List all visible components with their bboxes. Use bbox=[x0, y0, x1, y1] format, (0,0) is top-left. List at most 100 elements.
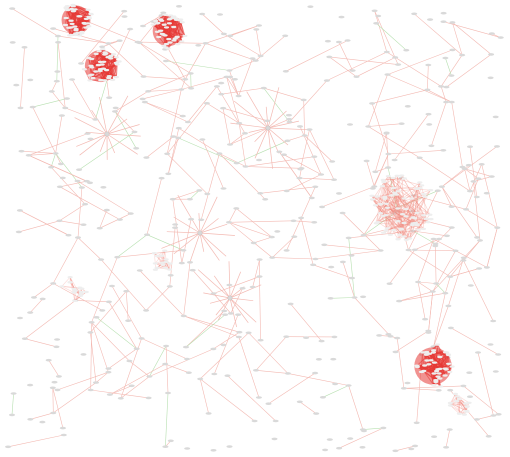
cluster-node-c4-53[interactable] bbox=[383, 202, 389, 205]
cluster-node-c3-35[interactable] bbox=[108, 57, 114, 60]
graph-node-170[interactable] bbox=[199, 138, 206, 141]
cluster-node-c7-10[interactable] bbox=[447, 401, 453, 405]
graph-node-423[interactable] bbox=[448, 74, 455, 77]
graph-node-91[interactable] bbox=[87, 388, 94, 392]
graph-node-65[interactable] bbox=[440, 149, 447, 152]
hub-node-h4[interactable] bbox=[227, 295, 233, 301]
cluster-node-c4-27[interactable] bbox=[391, 186, 397, 190]
graph-node-218[interactable] bbox=[494, 145, 500, 148]
graph-node-84[interactable] bbox=[253, 369, 259, 372]
graph-node-138[interactable] bbox=[227, 312, 234, 315]
graph-node-105[interactable] bbox=[465, 163, 472, 167]
graph-node-126[interactable] bbox=[53, 345, 60, 349]
graph-node-256[interactable] bbox=[459, 53, 466, 57]
graph-node-332[interactable] bbox=[87, 137, 94, 141]
graph-node-391[interactable] bbox=[300, 98, 307, 102]
cluster-node-c2-8[interactable] bbox=[162, 13, 168, 16]
graph-node-196[interactable] bbox=[306, 128, 313, 131]
graph-node-141[interactable] bbox=[467, 284, 474, 287]
cluster-node-c4-64[interactable] bbox=[385, 175, 391, 178]
cluster-node-c1-27[interactable] bbox=[77, 34, 83, 37]
graph-node-342[interactable] bbox=[312, 257, 319, 261]
graph-node-407[interactable] bbox=[185, 371, 192, 375]
graph-node-143[interactable] bbox=[440, 11, 447, 15]
graph-node-359[interactable] bbox=[339, 260, 346, 264]
graph-node-229[interactable] bbox=[283, 189, 290, 193]
hub-node-h3[interactable] bbox=[265, 125, 271, 131]
graph-node-241[interactable] bbox=[55, 375, 62, 378]
cluster-node-c4-24[interactable] bbox=[421, 214, 427, 217]
graph-node-408[interactable] bbox=[425, 63, 432, 67]
graph-node-4[interactable] bbox=[331, 178, 337, 181]
graph-node-16[interactable] bbox=[162, 59, 169, 63]
cluster-node-c5-27[interactable] bbox=[433, 380, 439, 384]
graph-node-150[interactable] bbox=[74, 179, 81, 183]
graph-node-300[interactable] bbox=[106, 393, 113, 396]
graph-node-266[interactable] bbox=[249, 57, 256, 60]
cluster-node-c4-45[interactable] bbox=[415, 187, 421, 190]
graph-node-368[interactable] bbox=[213, 85, 220, 88]
cluster-node-c4-18[interactable] bbox=[416, 228, 422, 231]
graph-node-7[interactable] bbox=[143, 309, 150, 312]
cluster-node-c4-56[interactable] bbox=[380, 178, 386, 182]
graph-node-96[interactable] bbox=[133, 147, 140, 150]
graph-node-409[interactable] bbox=[59, 426, 66, 430]
graph-node-205[interactable] bbox=[84, 132, 91, 135]
cluster-node-c4-23[interactable] bbox=[374, 195, 380, 198]
graph-node-226[interactable] bbox=[298, 216, 305, 220]
graph-node-5[interactable] bbox=[216, 152, 223, 155]
cluster-node-c3-21[interactable] bbox=[100, 47, 106, 51]
graph-node-367[interactable] bbox=[220, 187, 227, 190]
cluster-node-c4-54[interactable] bbox=[412, 217, 418, 220]
graph-node-129[interactable] bbox=[349, 69, 356, 72]
cluster-node-c8-7[interactable] bbox=[163, 258, 169, 261]
graph-node-34[interactable] bbox=[184, 447, 191, 450]
graph-node-330[interactable] bbox=[265, 402, 272, 406]
cluster-node-c6-9[interactable] bbox=[83, 290, 89, 294]
cluster-node-c4-31[interactable] bbox=[380, 231, 387, 234]
graph-node-116[interactable] bbox=[59, 176, 66, 180]
graph-node-210[interactable] bbox=[428, 144, 435, 148]
graph-node-160[interactable] bbox=[226, 283, 233, 287]
cluster-node-c4-9[interactable] bbox=[395, 190, 401, 193]
graph-node-341[interactable] bbox=[50, 27, 57, 30]
cluster-node-c4-46[interactable] bbox=[401, 235, 407, 238]
graph-node-163[interactable] bbox=[349, 276, 355, 280]
graph-node-110[interactable] bbox=[478, 163, 485, 166]
graph-node-239[interactable] bbox=[494, 226, 501, 229]
cluster-node-c6-10[interactable] bbox=[78, 294, 84, 297]
graph-node-102[interactable] bbox=[449, 48, 456, 52]
graph-node-175[interactable] bbox=[186, 197, 193, 201]
cluster-node-c5-35[interactable] bbox=[434, 343, 441, 346]
cluster-node-c4-29[interactable] bbox=[401, 221, 407, 225]
graph-node-230[interactable] bbox=[427, 18, 434, 21]
graph-node-103[interactable] bbox=[211, 372, 218, 376]
graph-node-12[interactable] bbox=[485, 435, 492, 438]
cluster-node-c5-15[interactable] bbox=[446, 362, 452, 365]
graph-node-259[interactable] bbox=[268, 235, 275, 239]
graph-node-329[interactable] bbox=[29, 105, 36, 109]
graph-node-397[interactable] bbox=[76, 168, 83, 171]
graph-node-420[interactable] bbox=[55, 34, 61, 38]
graph-node-44[interactable] bbox=[164, 152, 171, 156]
graph-node-272[interactable] bbox=[56, 219, 63, 223]
graph-node-20[interactable] bbox=[291, 235, 298, 238]
cluster-node-c1-18[interactable] bbox=[72, 25, 78, 28]
graph-node-265[interactable] bbox=[98, 258, 105, 261]
cluster-node-c2-24[interactable] bbox=[156, 35, 162, 39]
cluster-node-c3-9[interactable] bbox=[111, 53, 117, 56]
cluster-node-c2-29[interactable] bbox=[159, 19, 165, 22]
graph-node-182[interactable] bbox=[105, 300, 112, 304]
cluster-node-c4-17[interactable] bbox=[427, 213, 433, 216]
graph-node-401[interactable] bbox=[487, 76, 494, 80]
graph-node-415[interactable] bbox=[184, 120, 191, 124]
graph-node-427[interactable] bbox=[54, 388, 61, 392]
graph-node-281[interactable] bbox=[167, 439, 174, 443]
graph-node-360[interactable] bbox=[412, 444, 419, 448]
graph-node-198[interactable] bbox=[187, 72, 194, 75]
graph-node-220[interactable] bbox=[5, 445, 12, 449]
graph-node-188[interactable] bbox=[425, 331, 432, 334]
graph-node-193[interactable] bbox=[227, 34, 234, 38]
graph-node-108[interactable] bbox=[235, 335, 242, 339]
